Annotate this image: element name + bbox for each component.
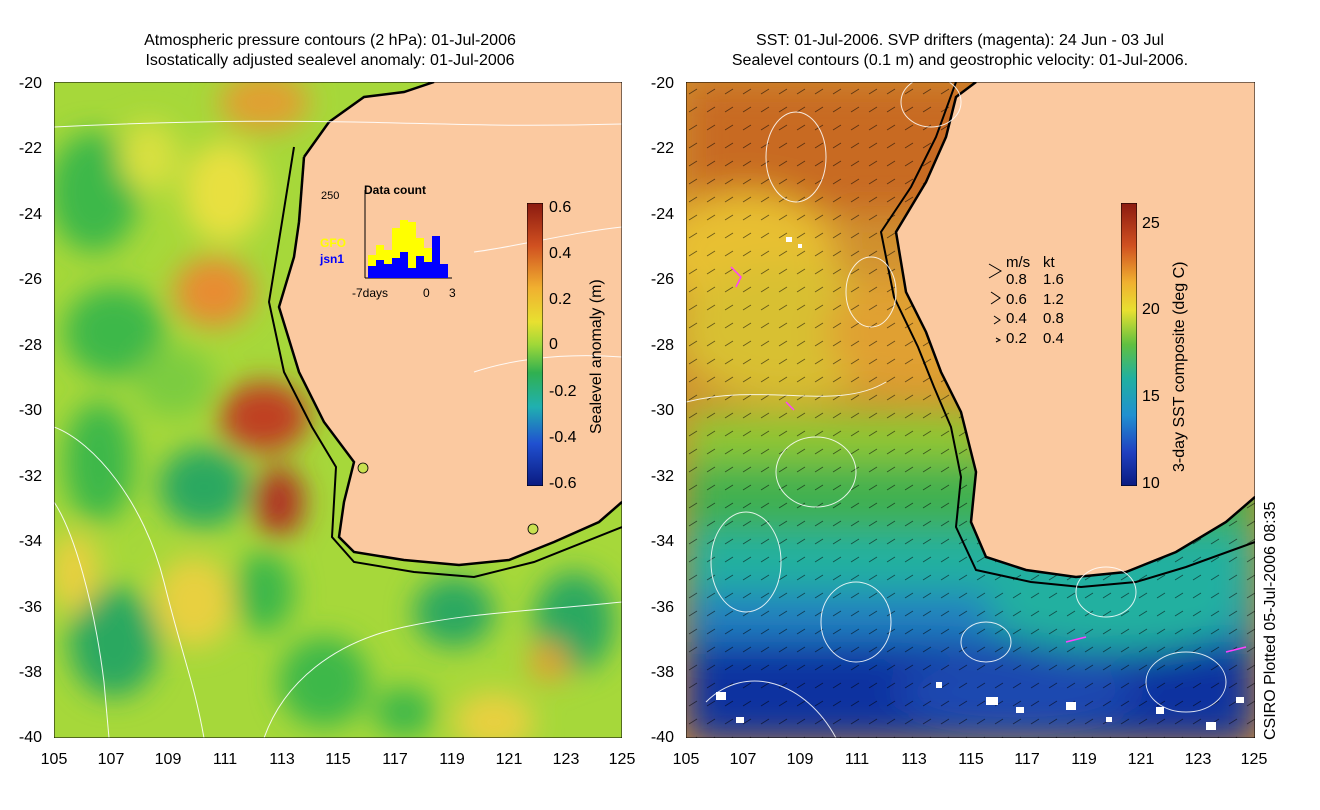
right-xtick: 111 [844, 751, 870, 768]
right-xtick: 119 [1071, 751, 1097, 768]
left-xtick: 125 [608, 751, 636, 768]
right-ytick: -26 [650, 271, 674, 288]
left-ytick: -30 [18, 402, 42, 419]
velocity-legend-ms: 0.8 [1006, 271, 1027, 288]
left-ytick: -34 [18, 533, 42, 550]
right-ytick: -28 [650, 337, 674, 354]
right-ytick: -24 [650, 206, 674, 223]
left-ytick: -36 [18, 599, 42, 616]
sst-cb-tick-2: 15 [1142, 388, 1160, 405]
inset-max-label: 250 [321, 190, 340, 202]
right-xtick: 107 [729, 751, 757, 768]
right-ytick: -32 [650, 468, 674, 485]
velocity-legend-header-kt: kt [1043, 254, 1055, 271]
data-count-inset [364, 190, 452, 279]
right-ytick: -20 [650, 75, 674, 92]
velocity-legend-ms: 0.6 [1006, 291, 1027, 308]
sealevel-cb-tick-4: -0.2 [549, 383, 577, 400]
right-xtick: 109 [786, 751, 814, 768]
left-title-line2: Isostatically adjusted sealevel anomaly:… [145, 52, 515, 69]
left-ytick: -22 [18, 140, 42, 157]
inset-x-mid: 0 [423, 286, 430, 300]
right-title-line2: Sealevel contours (0.1 m) and geostrophi… [731, 52, 1189, 69]
sealevel-cb-tick-5: -0.4 [549, 429, 577, 446]
inset-title: Data count [364, 183, 427, 197]
left-xtick: 107 [97, 751, 125, 768]
right-xtick: 123 [1184, 751, 1212, 768]
right-xtick: 105 [672, 751, 700, 768]
right-ytick: -36 [650, 599, 674, 616]
inset-series-jsn1: jsn1 [320, 252, 345, 266]
sealevel-cb-tick-2: 0.2 [549, 291, 572, 308]
left-xtick: 109 [154, 751, 182, 768]
right-ytick: -38 [650, 664, 674, 681]
left-ytick: -32 [18, 468, 42, 485]
sealevel-cb-tick-3: 0 [549, 336, 558, 353]
right-title-line1: SST: 01-Jul-2006. SVP drifters (magenta)… [756, 32, 1164, 49]
left-ytick: -20 [18, 75, 42, 92]
right-xtick: 115 [958, 751, 984, 768]
left-xtick: 121 [495, 751, 523, 768]
sst-cb-label: 3-day SST composite (deg C) [1171, 261, 1188, 472]
velocity-legend-ms: 0.4 [1006, 310, 1027, 327]
left-xtick: 105 [40, 751, 68, 768]
right-xtick: 125 [1240, 751, 1268, 768]
velocity-legend-kt: 0.4 [1043, 330, 1064, 347]
right-xtick: 117 [1014, 751, 1040, 768]
sealevel-cb-label: Sealevel anomaly (m) [588, 279, 605, 434]
sst-colorbar [1121, 203, 1137, 486]
right-ytick: -22 [650, 140, 674, 157]
velocity-legend-ms: 0.2 [1006, 330, 1027, 347]
left-xtick: 123 [552, 751, 580, 768]
left-ytick: -40 [18, 729, 42, 746]
velocity-legend-arrows [988, 263, 1002, 343]
sst-cb-tick-3: 10 [1142, 475, 1160, 492]
sealevel-colorbar [527, 203, 543, 486]
sst-cb-tick-1: 20 [1142, 301, 1160, 318]
plot-credit: CSIRO Plotted 05-Jul-2006 08:35 [1262, 501, 1279, 740]
inset-series-gfo: GFO [320, 236, 346, 250]
left-xtick: 111 [212, 751, 238, 768]
left-ytick: -26 [18, 271, 42, 288]
sealevel-cb-tick-0: 0.6 [549, 199, 572, 216]
inset-x-right: 3 [449, 286, 456, 300]
left-title-line1: Atmospheric pressure contours (2 hPa): 0… [144, 32, 516, 49]
sst-cb-tick-0: 25 [1142, 215, 1160, 232]
right-ytick: -30 [650, 402, 674, 419]
sealevel-cb-tick-1: 0.4 [549, 245, 572, 262]
left-xtick: 117 [382, 751, 408, 768]
left-xtick: 113 [269, 751, 295, 768]
left-xtick: 115 [325, 751, 351, 768]
left-ytick: -38 [18, 664, 42, 681]
right-ytick: -40 [650, 729, 674, 746]
left-ytick: -24 [18, 206, 42, 223]
velocity-legend-header-ms: m/s [1006, 254, 1031, 271]
velocity-legend-kt: 1.2 [1043, 291, 1064, 308]
sst-map [686, 82, 1255, 738]
left-xtick: 119 [439, 751, 465, 768]
left-ytick: -28 [18, 337, 42, 354]
right-xtick: 113 [901, 751, 927, 768]
inset-x-left: -7days [352, 286, 389, 300]
velocity-legend-kt: 0.8 [1043, 310, 1064, 327]
right-ytick: -34 [650, 533, 674, 550]
sealevel-cb-tick-6: -0.6 [549, 475, 577, 492]
right-xtick: 121 [1127, 751, 1155, 768]
velocity-legend-kt: 1.6 [1043, 271, 1064, 288]
